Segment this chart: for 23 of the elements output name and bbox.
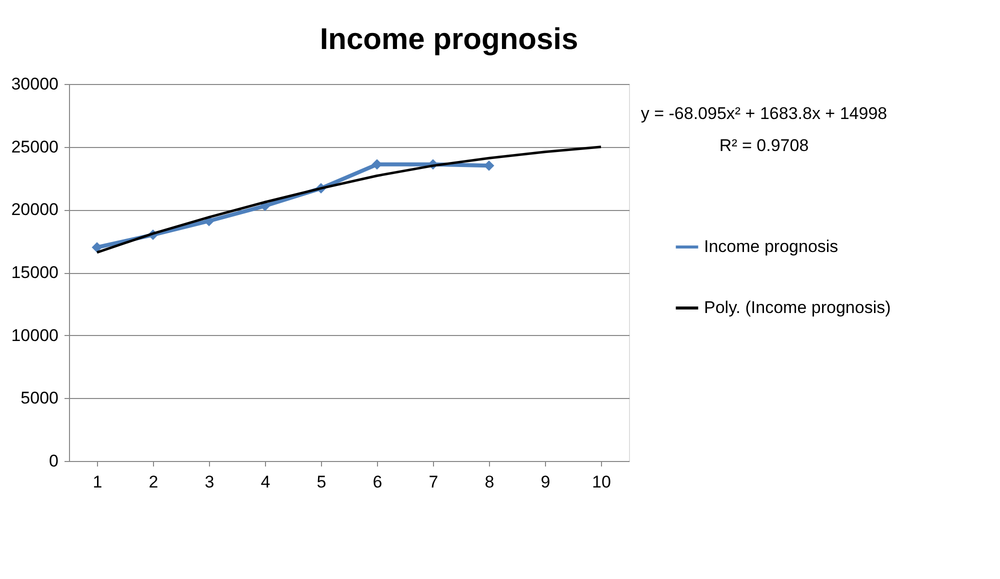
legend-label: Poly. (Income prognosis) <box>704 298 891 317</box>
y-tick-label: 20000 <box>11 200 58 220</box>
chart-title: Income prognosis <box>320 23 578 56</box>
x-tick-label: 5 <box>316 472 326 492</box>
legend-label: Income prognosis <box>704 237 838 256</box>
y-tick-label: 30000 <box>11 74 58 94</box>
text: y = -68.095x² + 1683.8x + 14998 <box>640 104 888 123</box>
x-tick-label: 3 <box>204 472 214 492</box>
x-tick-label: 1 <box>92 472 102 492</box>
x-tick-label: 8 <box>484 472 494 492</box>
x-tick-label: 4 <box>260 472 270 492</box>
x-tick-label: 7 <box>428 472 438 492</box>
text: R² = 0.9708 <box>719 136 809 155</box>
y-tick-label: 15000 <box>11 263 58 282</box>
x-tick-label: 2 <box>148 472 158 492</box>
y-tick-label: 10000 <box>11 326 58 345</box>
point <box>92 242 102 253</box>
x-tick-label: 9 <box>540 472 550 492</box>
x-tick-label: 10 <box>592 472 611 492</box>
x-tick-label: 6 <box>372 472 382 492</box>
y-tick-label: 25000 <box>11 137 58 156</box>
y-tick-label: 0 <box>49 452 58 470</box>
y-tick-label: 5000 <box>20 388 58 408</box>
